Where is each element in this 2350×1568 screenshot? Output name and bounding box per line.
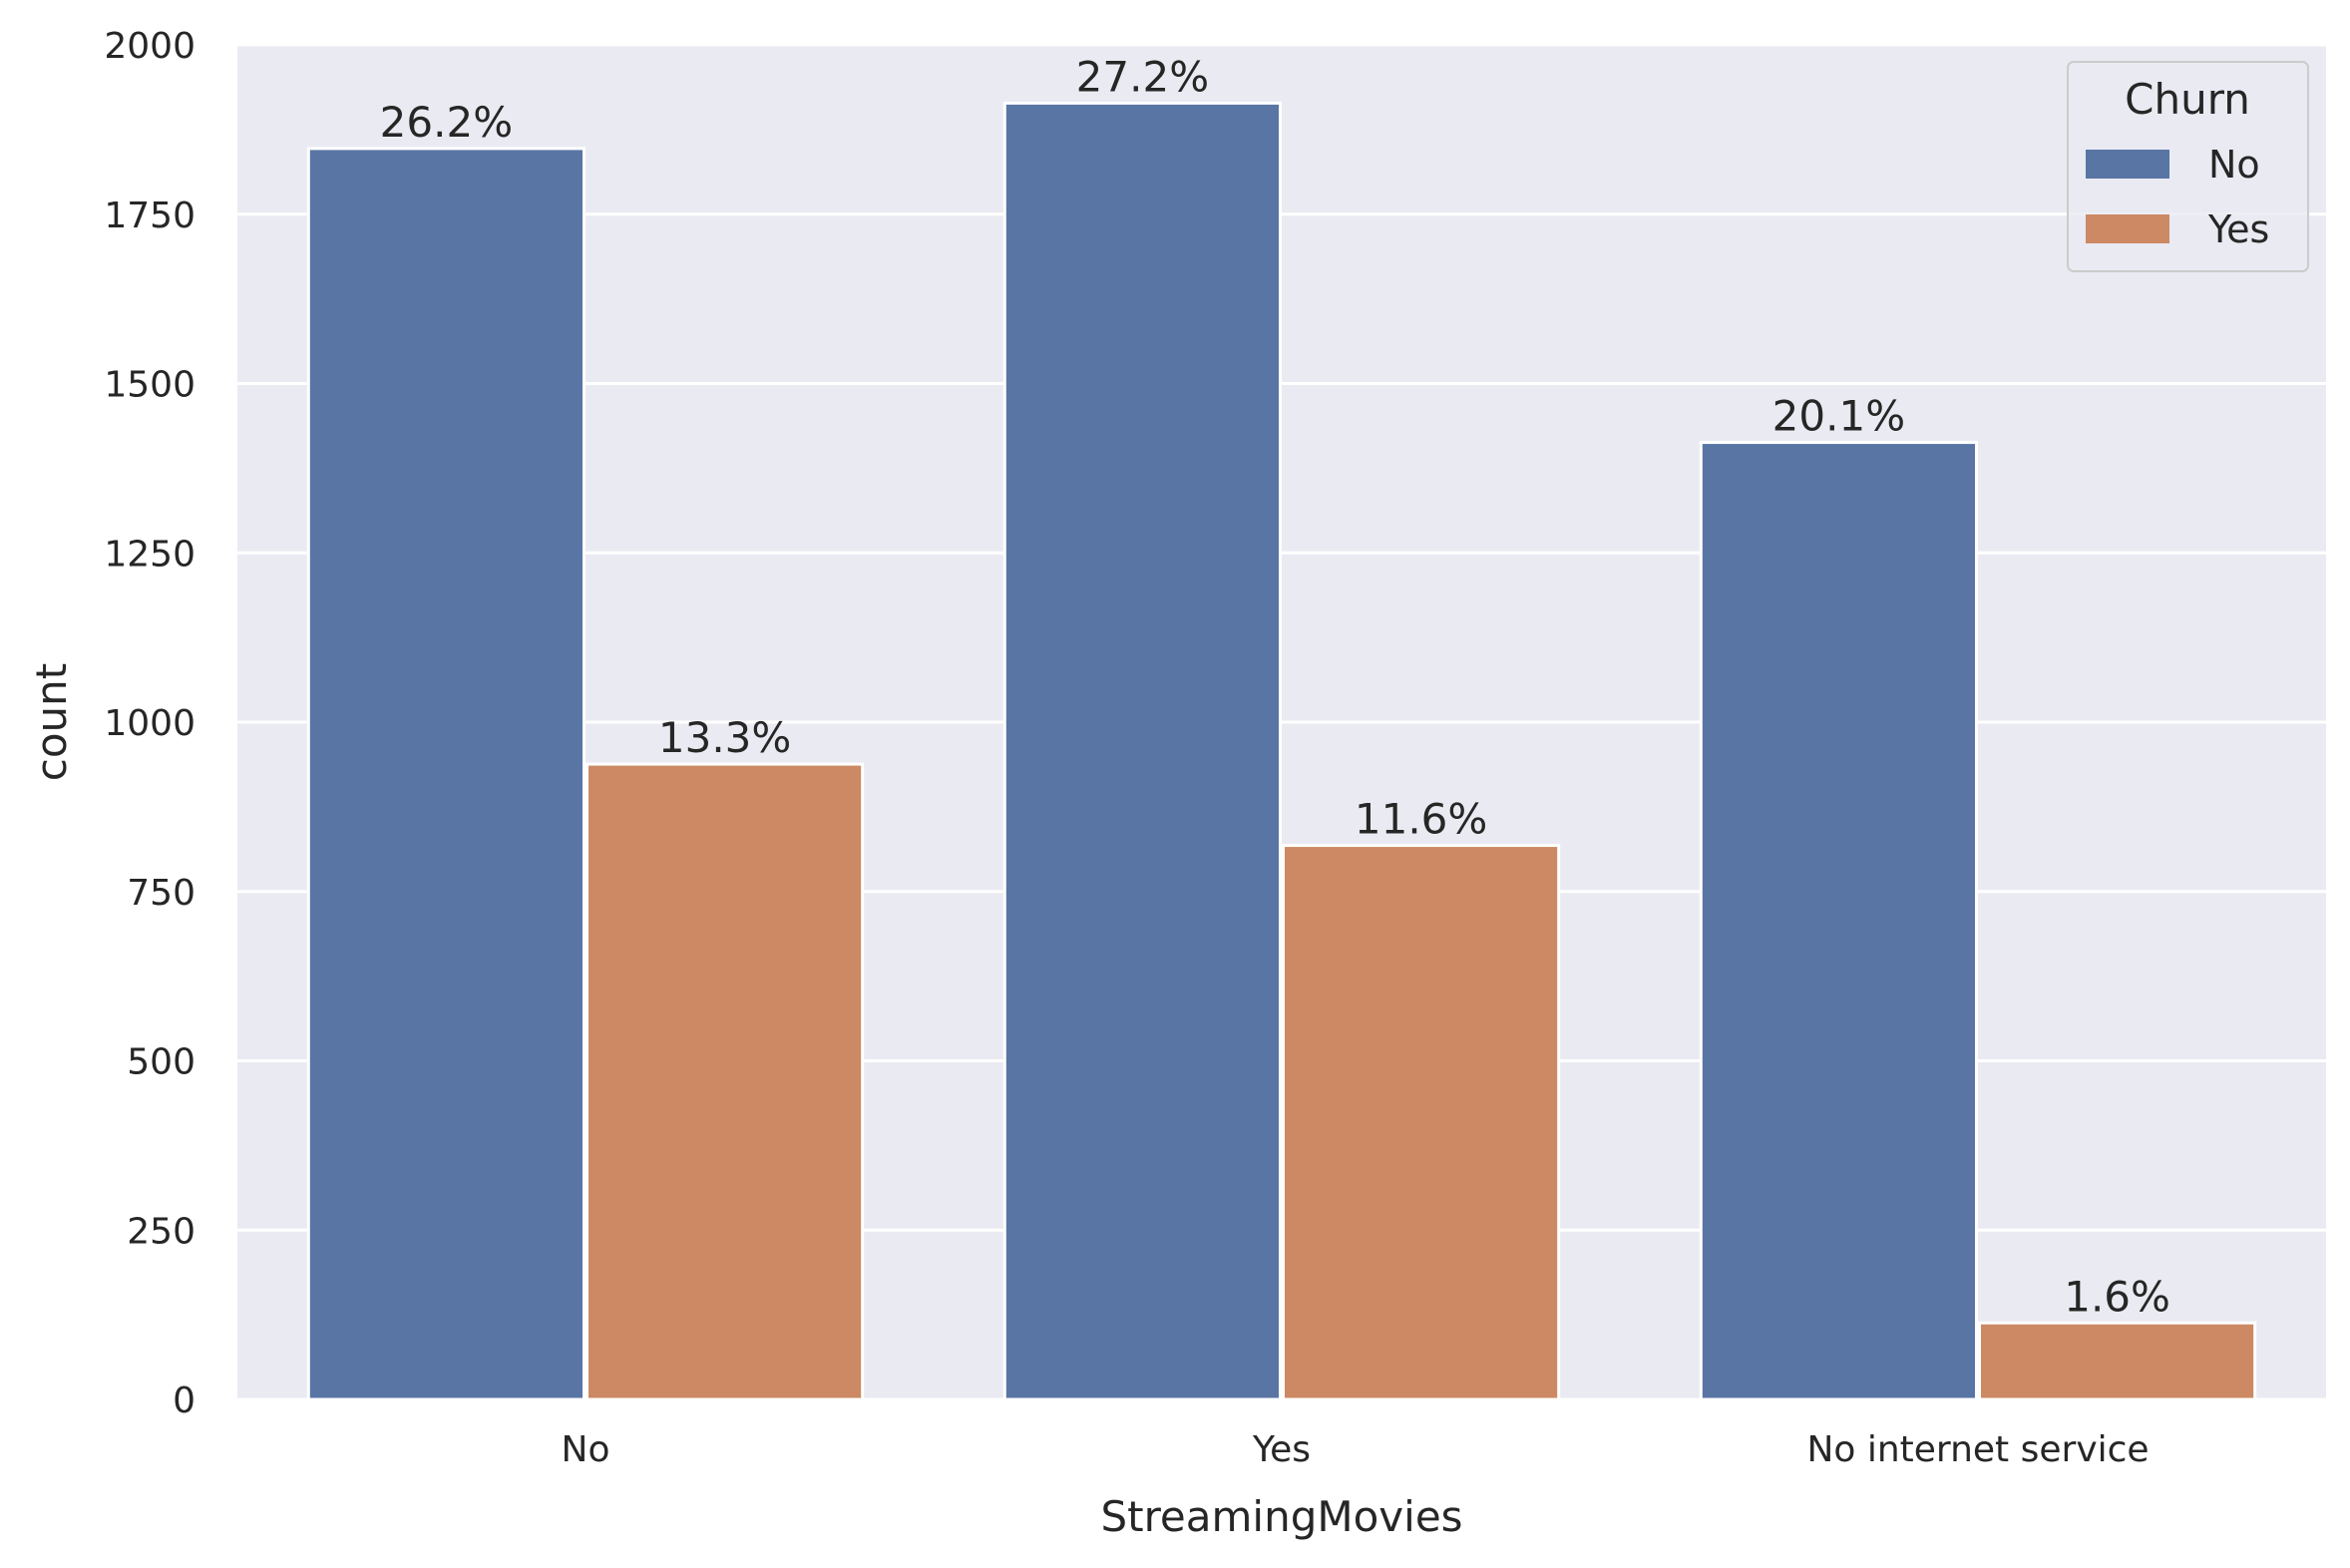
y-tick-label: 750 — [127, 873, 196, 914]
y-tick-label: 250 — [127, 1211, 196, 1252]
bar-label: 27.2% — [1076, 52, 1209, 101]
y-tick-label: 500 — [127, 1042, 196, 1083]
bar-label: 26.2% — [380, 98, 513, 147]
x-tick-label: No internet service — [1806, 1429, 2149, 1470]
bars — [306, 101, 2257, 1401]
legend-label-no: No — [2208, 143, 2260, 187]
bar-label: 1.6% — [2064, 1272, 2170, 1321]
bar-no-2[interactable] — [1699, 441, 1979, 1401]
legend-swatch-yes — [2086, 214, 2169, 243]
legend-label-yes: Yes — [2207, 207, 2269, 251]
legend-title: Churn — [2125, 75, 2250, 124]
y-tick-label: 1750 — [104, 196, 196, 236]
x-tick-labels: No Yes No internet service — [562, 1429, 2150, 1470]
y-tick-label: 1000 — [104, 703, 196, 744]
x-tick-label: Yes — [1252, 1429, 1311, 1470]
bar-no-0[interactable] — [306, 147, 586, 1401]
y-tick-label: 0 — [173, 1380, 196, 1421]
bar-label: 20.1% — [1772, 392, 1905, 441]
bar-no-1[interactable] — [1002, 101, 1282, 1401]
legend[interactable]: Churn No Yes — [2067, 61, 2309, 272]
legend-swatch-no — [2086, 150, 2169, 179]
y-tick-label: 2000 — [104, 26, 196, 67]
y-tick-label: 1250 — [104, 534, 196, 575]
bar-yes-0[interactable] — [586, 762, 865, 1401]
x-axis-title: StreamingMovies — [1100, 1492, 1462, 1541]
y-tick-label: 1500 — [104, 365, 196, 406]
y-axis-title: count — [27, 663, 76, 782]
bar-label: 11.6% — [1355, 795, 1487, 844]
y-tick-labels: 0 250 500 750 1000 1250 1500 1750 2000 — [104, 26, 196, 1421]
bar-yes-2[interactable] — [1978, 1321, 2257, 1401]
bar-labels: 26.2% 13.3% 27.2% 11.6% 20.1% 1.6% — [380, 52, 2170, 1321]
x-tick-label: No — [562, 1429, 610, 1470]
bar-yes-1[interactable] — [1282, 844, 1561, 1401]
bar-label: 13.3% — [658, 713, 791, 762]
